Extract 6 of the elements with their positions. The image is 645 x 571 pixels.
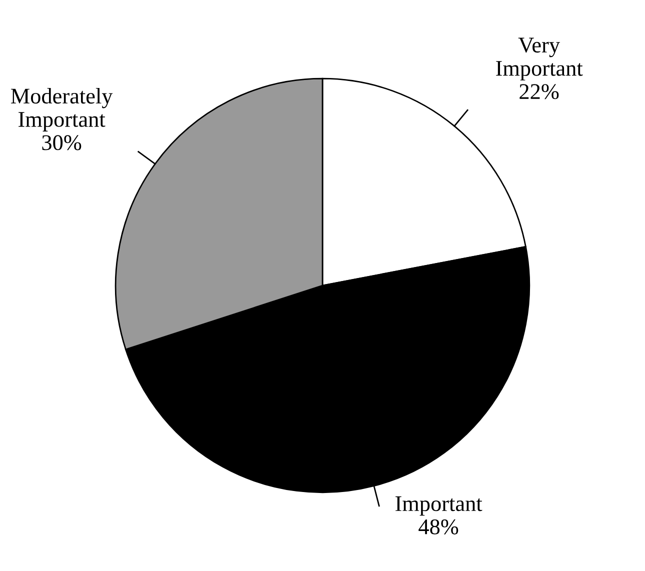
data-label: 22% bbox=[520, 84, 559, 100]
slice-label: Moderately Important bbox=[10, 88, 113, 132]
data-label: 48% bbox=[418, 519, 458, 534]
data-label: 30% bbox=[42, 135, 82, 150]
slice-label: Very Important bbox=[496, 38, 583, 80]
slice-label: Important bbox=[396, 496, 482, 516]
